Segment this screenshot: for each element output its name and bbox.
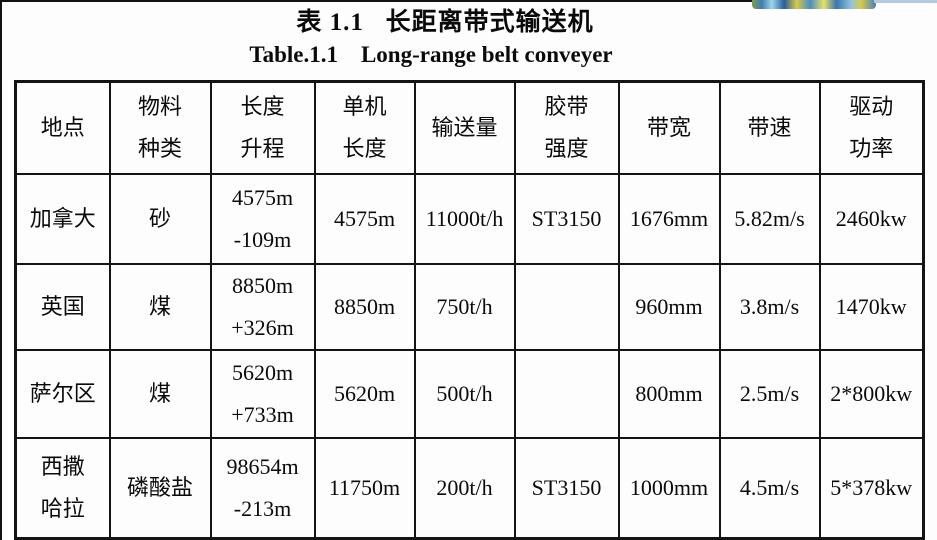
cell-belt-speed: 4.5m/s [718,436,821,540]
cell-drive-power: 2460kw [818,172,925,265]
cell-drive-power: 2*800kw [818,348,925,439]
scan-edge-left-line [0,0,2,540]
cell-material-type: 煤 [108,262,212,351]
table-caption-chinese: 表 1.1 长距离带式输送机 [296,9,594,36]
cell-drive-power: 5*378kw [818,436,925,540]
cell-single-machine-length: 8850m [313,262,416,351]
col-header-material-type: 物料 种类 [108,80,212,175]
cell-length-lift: 8850m +326m [209,262,316,351]
cell-belt-speed: 2.5m/s [718,348,821,439]
table-row-uk: 英国 煤 8850m +326m 8850m 750t/h 960mm 3.8m… [14,262,925,351]
cell-belt-speed: 3.8m/s [718,262,821,351]
cell-length-lift: 4575m -109m [209,172,316,265]
cell-belt-strength [513,348,620,439]
table-row-saar: 萨尔区 煤 5620m +733m 5620m 500t/h 800mm 2.5… [14,348,925,439]
cell-belt-width: 960mm [617,262,721,351]
col-header-belt-strength: 胶带 强度 [513,80,620,175]
table-row-western-sahara: 西撒 哈拉 磷酸盐 98654m -213m 11750m 200t/h ST3… [14,436,925,540]
cell-belt-strength: ST3150 [513,436,620,540]
cell-belt-strength [513,262,620,351]
col-header-location: 地点 [14,80,111,175]
cell-location: 英国 [14,262,111,351]
cell-material-type: 砂 [108,172,212,265]
cell-single-machine-length: 5620m [313,348,416,439]
table-header-row: 地点 物料 种类 长度 升程 单机 长度 输送量 胶带 强度 带宽 带速 驱动 … [14,80,925,175]
cell-capacity: 750t/h [413,262,516,351]
cell-belt-width: 800mm [617,348,721,439]
cell-material-type: 煤 [108,348,212,439]
cell-drive-power: 1470kw [818,262,925,351]
cell-belt-speed: 5.82m/s [718,172,821,265]
col-header-single-machine-length: 单机 长度 [313,80,416,175]
col-header-belt-speed: 带速 [718,80,821,175]
table-row-canada: 加拿大 砂 4575m -109m 4575m 11000t/h ST3150 … [14,172,925,265]
scan-artifact-strip-tail [874,0,937,3]
cell-length-lift: 5620m +733m [209,348,316,439]
cell-length-lift: 98654m -213m [209,436,316,540]
table-caption-english: Table.1.1 Long-range belt conveyer [249,42,613,67]
cell-single-machine-length: 4575m [313,172,416,265]
cell-belt-width: 1000mm [617,436,721,540]
cell-capacity: 11000t/h [413,172,516,265]
long-range-belt-conveyer-table: 地点 物料 种类 长度 升程 单机 长度 输送量 胶带 强度 带宽 带速 驱动 … [14,80,925,540]
cell-capacity: 500t/h [413,348,516,439]
col-header-belt-width: 带宽 [617,80,721,175]
col-header-drive-power: 驱动 功率 [818,80,925,175]
cell-belt-width: 1676mm [617,172,721,265]
cell-location: 萨尔区 [14,348,111,439]
cell-location: 西撒 哈拉 [14,436,111,540]
cell-capacity: 200t/h [413,436,516,540]
scan-artifact-color-strip [752,0,876,9]
cell-single-machine-length: 11750m [313,436,416,540]
col-header-capacity: 输送量 [413,80,516,175]
scan-edge-top-line [0,0,937,2]
col-header-length-lift: 长度 升程 [209,80,316,175]
cell-belt-strength: ST3150 [513,172,620,265]
cell-material-type: 磷酸盐 [108,436,212,540]
cell-location: 加拿大 [14,172,111,265]
